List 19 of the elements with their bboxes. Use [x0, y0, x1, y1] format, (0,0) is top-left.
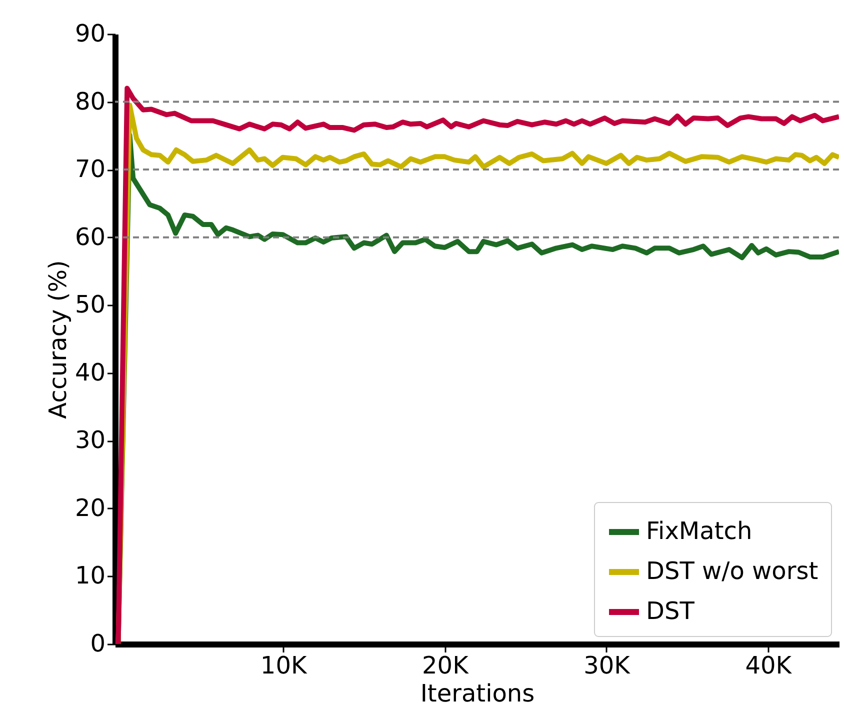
y-tick-label: 20 [74, 494, 106, 522]
x-tick-label: 20K [422, 652, 470, 680]
legend-label: FixMatch [646, 517, 752, 545]
y-axis-title: Accuracy (%) [44, 260, 72, 419]
y-tick-label: 80 [74, 87, 106, 116]
legend-label: DST [646, 597, 695, 625]
y-tick-label: 70 [74, 155, 106, 184]
x-axis-title: Iterations [420, 680, 535, 708]
legend-label: DST w/o worst [646, 557, 818, 585]
y-tick-label: 10 [74, 562, 106, 590]
x-tick-label: 30K [584, 652, 632, 680]
y-tick-label: 0 [90, 630, 106, 658]
y-tick-label: 40 [74, 358, 106, 386]
y-tick-label: 60 [74, 222, 106, 251]
x-tick-label: 10K [260, 652, 308, 680]
y-tick-label: 30 [74, 426, 106, 454]
x-tick-label: 40K [745, 652, 793, 680]
y-tick-label: 50 [74, 290, 106, 319]
y-tick-label: 90 [74, 20, 106, 48]
